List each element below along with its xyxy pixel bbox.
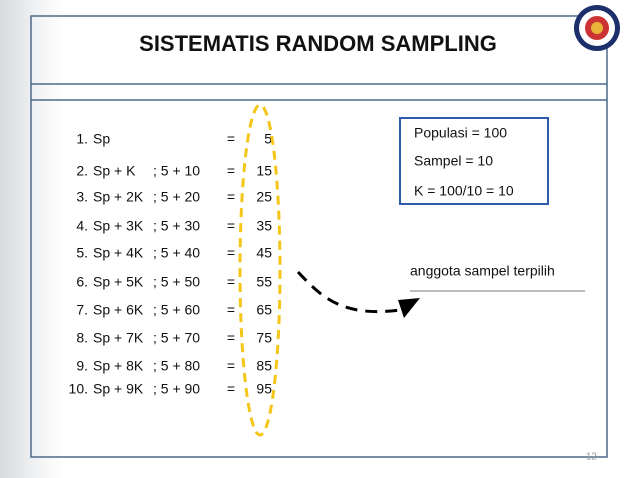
row-number: 9. — [76, 358, 88, 374]
row-result: 55 — [256, 274, 272, 290]
row-result: 85 — [256, 358, 272, 374]
row-calculation: ; 5 + 40 — [153, 245, 200, 261]
row-number: 10. — [69, 381, 88, 397]
row-expression: Sp + 6K — [93, 302, 144, 318]
row-expression: Sp + 3K — [93, 218, 144, 234]
row-calculation: ; 5 + 20 — [153, 189, 200, 205]
row-calculation: ; 5 + 80 — [153, 358, 200, 374]
row-expression: Sp + 4K — [93, 245, 144, 261]
row-expression: Sp + 9K — [93, 381, 144, 397]
row-expression: Sp + 5K — [93, 274, 144, 290]
row-equals: = — [227, 163, 235, 179]
row-result: 15 — [256, 163, 272, 179]
row-calculation: ; 5 + 50 — [153, 274, 200, 290]
row-result: 25 — [256, 189, 272, 205]
row-number: 2. — [76, 163, 88, 179]
row-expression: Sp — [93, 131, 110, 147]
row-number: 8. — [76, 330, 88, 346]
title: SISTEMATIS RANDOM SAMPLING — [139, 31, 497, 56]
row-equals: = — [227, 302, 235, 318]
info-box — [399, 117, 549, 205]
row-calculation: ; 5 + 30 — [153, 218, 200, 234]
row-equals: = — [227, 381, 235, 397]
annotation: anggota sampel terpilih — [410, 263, 555, 279]
row-equals: = — [227, 189, 235, 205]
row-result: 45 — [256, 245, 272, 261]
row-expression: Sp + 8K — [93, 358, 144, 374]
info-line: K = 100/10 = 10 — [414, 183, 514, 199]
row-result: 95 — [256, 381, 272, 397]
row-calculation: ; 5 + 90 — [153, 381, 200, 397]
row-number: 1. — [76, 131, 88, 147]
row-calculation: ; 5 + 60 — [153, 302, 200, 318]
info-line: Sampel = 10 — [414, 153, 493, 169]
row-result: 65 — [256, 302, 272, 318]
row-number: 5. — [76, 245, 88, 261]
rows: 1. Sp = 5 2. Sp + K ; 5 + 10 = 15 3. Sp + 2K ; 5 + … — [69, 131, 273, 397]
arrow — [296, 270, 401, 314]
highlight-ellipse — [238, 103, 282, 437]
row-result: 35 — [256, 218, 272, 234]
info-line: Populasi = 100 — [414, 125, 507, 141]
row-number: 6. — [76, 274, 88, 290]
row-equals: = — [227, 358, 235, 374]
row-number: 4. — [76, 218, 88, 234]
row-equals: = — [227, 218, 235, 234]
row-number: 3. — [76, 189, 88, 205]
row-expression: Sp + 2K — [93, 189, 144, 205]
row-calculation: ; 5 + 70 — [153, 330, 200, 346]
row-result: 75 — [256, 330, 272, 346]
row-equals: = — [227, 274, 235, 290]
row-result: 5 — [264, 131, 272, 147]
row-expression: Sp + 7K — [93, 330, 144, 346]
arrow-head — [398, 298, 420, 318]
row-equals: = — [227, 131, 235, 147]
row-expression: Sp + K — [93, 163, 136, 179]
row-equals: = — [227, 245, 235, 261]
logo — [574, 5, 620, 51]
row-number: 7. — [76, 302, 88, 318]
row-calculation: ; 5 + 10 — [153, 163, 200, 179]
row-equals: = — [227, 330, 235, 346]
frame — [30, 15, 608, 458]
page-number: 12 — [586, 452, 598, 463]
